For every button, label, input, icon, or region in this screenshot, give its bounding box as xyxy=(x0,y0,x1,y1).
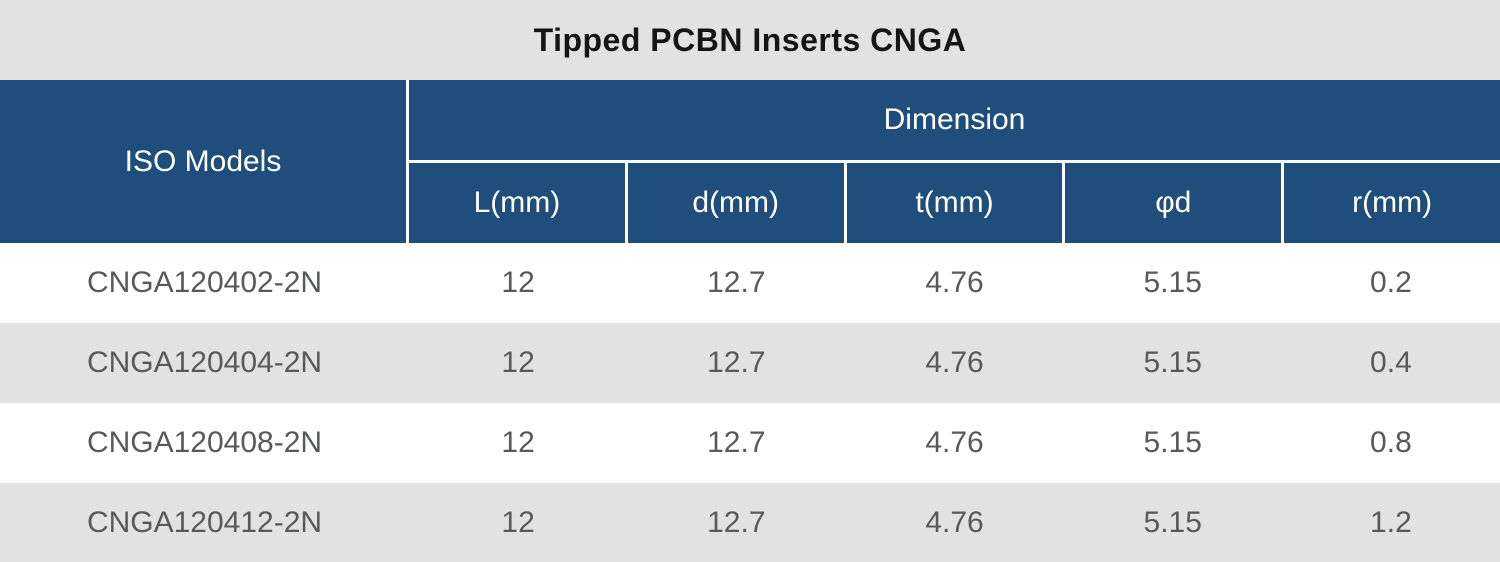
dimension-subheader-row: L(mm) d(mm) t(mm) φd r(mm) xyxy=(409,163,1500,243)
value-cell-phi-d: 5.15 xyxy=(1143,266,1202,299)
value-cell-t: 4.76 xyxy=(925,506,984,539)
dimension-header-group: Dimension L(mm) d(mm) t(mm) φd r(mm) xyxy=(409,80,1500,243)
value-cell-t: 4.76 xyxy=(925,426,984,459)
table-row: CNGA120404-2N 12 12.7 4.76 5.15 0.4 xyxy=(0,323,1500,403)
header-cell-iso-models: ISO Models xyxy=(0,80,406,243)
value-cell-phi-d: 5.15 xyxy=(1143,506,1202,539)
value-cell-phi-d: 5.15 xyxy=(1143,346,1202,379)
value-cell-t: 4.76 xyxy=(925,346,984,379)
model-cell: CNGA120412-2N xyxy=(86,506,323,539)
value-cell-l: 12 xyxy=(501,266,535,299)
value-cell-r: 1.2 xyxy=(1370,506,1412,539)
table-header: ISO Models Dimension L(mm) d(mm) t(mm) φ… xyxy=(0,80,1500,243)
table-row: CNGA120412-2N 12 12.7 4.76 5.15 1.2 xyxy=(0,483,1500,562)
table-row: CNGA120402-2N 12 12.7 4.76 5.15 0.2 xyxy=(0,243,1500,323)
value-cell-t: 4.76 xyxy=(925,266,984,299)
header-cell-l-mm: L(mm) xyxy=(409,163,625,243)
value-cell-d: 12.7 xyxy=(707,266,766,299)
model-cell: CNGA120404-2N xyxy=(86,346,323,379)
value-cell-l: 12 xyxy=(501,426,535,459)
value-cell-l: 12 xyxy=(501,506,535,539)
value-cell-l: 12 xyxy=(501,346,535,379)
header-cell-dimension: Dimension xyxy=(409,80,1500,160)
header-cell-d-mm: d(mm) xyxy=(627,163,844,243)
header-cell-t-mm: t(mm) xyxy=(846,163,1063,243)
header-cell-phi-d: φd xyxy=(1065,163,1282,243)
model-cell: CNGA120402-2N xyxy=(86,266,323,299)
value-cell-d: 12.7 xyxy=(707,506,766,539)
table-row: CNGA120408-2N 12 12.7 4.76 5.15 0.8 xyxy=(0,403,1500,483)
page-title: Tipped PCBN Inserts CNGA xyxy=(533,21,967,58)
value-cell-r: 0.8 xyxy=(1370,426,1412,459)
header-cell-r-mm: r(mm) xyxy=(1284,163,1500,243)
value-cell-d: 12.7 xyxy=(707,346,766,379)
table-title-bar: Tipped PCBN Inserts CNGA xyxy=(0,0,1500,80)
value-cell-d: 12.7 xyxy=(707,426,766,459)
value-cell-phi-d: 5.15 xyxy=(1143,426,1202,459)
value-cell-r: 0.4 xyxy=(1370,346,1412,379)
model-cell: CNGA120408-2N xyxy=(86,426,323,459)
value-cell-r: 0.2 xyxy=(1370,266,1412,299)
table-body: CNGA120402-2N 12 12.7 4.76 5.15 0.2 CNGA… xyxy=(0,243,1500,562)
